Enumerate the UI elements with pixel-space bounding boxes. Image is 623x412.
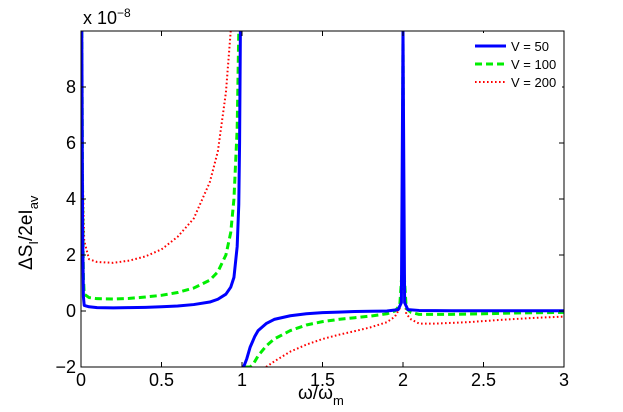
x-tick-label: 2 [398, 370, 408, 390]
legend-label-1: V = 100 [511, 57, 556, 72]
x-axis-label-sub: m [333, 393, 344, 408]
y-multiplier: x 10−8 [83, 6, 131, 28]
y-tick-label: 0 [66, 301, 76, 321]
x-tick-label: 1.5 [310, 370, 335, 390]
x-tick-label: 3 [559, 370, 569, 390]
y-tick-label: 8 [66, 77, 76, 97]
y-axis-label-mid: /2eI [16, 209, 37, 241]
y-multiplier-base: x 10 [83, 8, 117, 28]
y-tick-label: 2 [66, 245, 76, 265]
y-multiplier-exp: −8 [117, 6, 131, 20]
series-line-1 [81, 31, 564, 367]
y-tick-label: 4 [66, 189, 76, 209]
y-axis-label-main: ΔS [16, 245, 37, 270]
y-tick-label: −2 [55, 357, 76, 377]
x-tick-label: 2.5 [471, 370, 496, 390]
x-axis-label: ω/ωm [298, 383, 344, 408]
y-axis-label-sub1: I [26, 241, 41, 245]
y-axis-label: ΔSI/2eIav [16, 195, 41, 270]
legend-label-0: V = 50 [511, 39, 549, 54]
legend-box [470, 33, 562, 90]
legend-label-2: V = 200 [511, 75, 556, 90]
x-tick-label: 1 [237, 370, 247, 390]
y-axis-label-sub2: av [26, 195, 41, 209]
y-tick-label: 6 [66, 133, 76, 153]
series-line-2 [81, 31, 564, 367]
x-tick-label: 0 [76, 370, 86, 390]
legend: V = 50 V = 100 V = 200 [470, 33, 562, 90]
x-axis-label-main: ω/ω [298, 383, 333, 404]
x-tick-label: 0.5 [149, 370, 174, 390]
series-layer [81, 31, 564, 367]
series-line-0 [81, 31, 564, 367]
